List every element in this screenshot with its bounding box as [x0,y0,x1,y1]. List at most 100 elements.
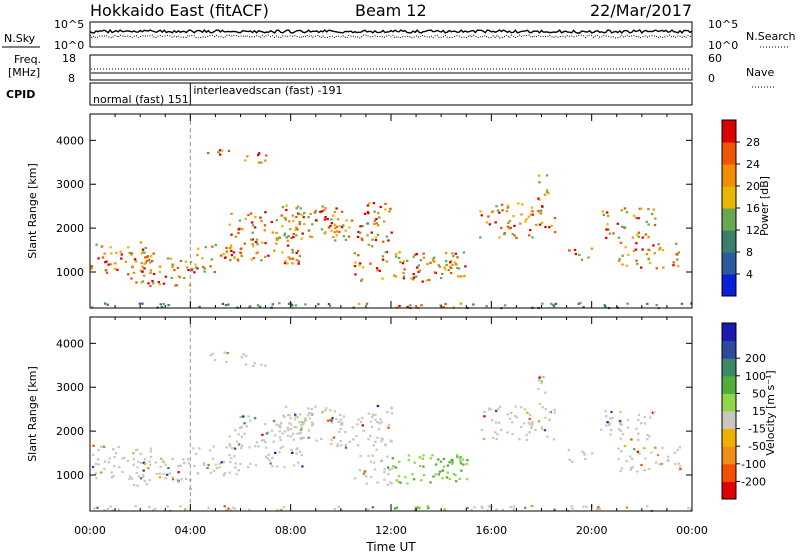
data-cell [448,461,451,464]
data-cell [301,465,304,468]
data-cell [498,236,501,239]
data-cell [376,269,379,272]
data-cell [279,426,282,429]
data-cell [283,466,286,469]
data-cell [618,419,622,423]
data-cell [637,413,641,416]
data-cell [292,233,295,236]
data-cell [338,225,341,228]
data-cell [374,418,377,421]
data-cell [142,469,145,472]
data-cell [590,247,594,250]
data-cell [228,443,231,446]
data-cell [548,418,551,421]
data-cell [166,505,169,508]
data-cell [548,411,552,414]
data-cell [342,235,345,238]
data-cell [283,234,286,237]
data-cell [294,304,298,307]
data-cell [339,440,342,443]
data-cell [323,218,327,221]
data-cell [583,453,586,456]
data-cell [342,224,345,227]
data-cell [371,506,375,509]
data-cell [444,251,448,255]
data-cell [174,284,177,287]
data-cell [264,242,267,245]
data-cell [212,445,215,448]
data-cell [359,262,362,265]
data-cell [95,477,98,480]
data-cell [232,506,235,509]
data-cell [618,259,621,263]
data-cell [456,266,459,269]
data-cell [390,412,394,415]
nsky-label: N.Sky [4,32,36,45]
data-cell [344,444,347,447]
data-cell [285,208,288,212]
data-cell [128,475,132,478]
data-cell [218,149,222,152]
data-cell [402,260,406,263]
colorbar-tick-label: 8 [746,246,753,259]
data-cell [184,260,187,263]
data-cell [149,447,152,450]
data-cell [448,477,451,481]
data-cell [418,465,422,468]
data-cell [480,428,484,432]
data-cell [324,230,327,234]
data-cell [375,222,378,225]
data-cell [206,151,210,155]
data-cell [130,477,134,480]
data-cell [253,362,256,365]
data-cell [287,256,290,259]
data-cell [294,413,297,416]
data-cell [376,481,379,484]
data-cell [644,233,647,236]
data-cell [412,278,415,281]
data-cell [143,262,146,265]
data-cell [284,405,288,408]
data-cell [571,460,574,463]
data-cell [374,440,377,443]
data-cell [623,207,627,210]
data-cell [412,478,416,481]
data-cell [643,416,646,419]
data-cell [365,475,368,478]
data-cell [501,203,504,206]
data-cell [96,506,99,509]
data-cell [540,380,543,383]
data-cell [454,263,458,266]
data-cell [355,434,358,438]
data-cell [381,255,385,258]
data-cell [543,193,547,196]
data-cell [212,457,215,460]
data-cell [366,234,369,237]
data-cell [260,439,264,442]
data-cell [604,410,607,413]
data-cell [294,228,297,231]
data-cell [265,154,268,157]
data-cell [631,236,635,239]
data-cell [690,302,693,305]
data-cell [254,464,258,467]
data-cell [262,439,265,442]
data-cell [159,303,162,306]
data-cell [354,261,357,264]
data-cell [171,457,174,461]
data-cell [308,417,312,420]
data-cell [313,211,317,214]
data-cell [196,254,199,257]
data-cell [333,507,336,511]
data-cell [606,211,609,214]
data-cell [367,454,370,457]
colorbar-tick-label: 16 [746,202,760,215]
data-cell [446,464,450,467]
nsky-right-tick-top: 10^5 [708,18,738,31]
data-cell [193,465,196,468]
x-tick-label: 00:00 [676,524,708,537]
data-cell [139,452,142,456]
data-cell [545,174,549,177]
data-cell [118,466,121,469]
data-cell [488,223,491,226]
